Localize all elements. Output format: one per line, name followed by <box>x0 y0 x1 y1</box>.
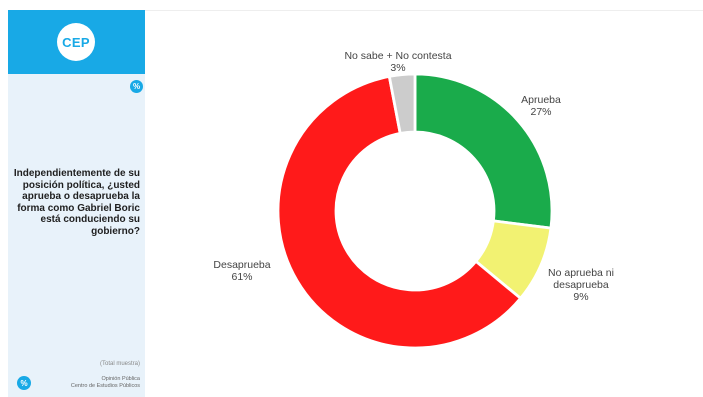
cep-logo: CEP <box>57 23 95 61</box>
donut-slice-2 <box>276 75 522 350</box>
slice-label-1: No aprueba ni desaprueba 9% <box>548 267 614 303</box>
slice-label-line: 27% <box>530 106 551 118</box>
footer-line-2: Centro de Estudios Públicos <box>70 383 140 389</box>
percent-icon-footer: % <box>17 376 31 390</box>
footer-line-1: Opinión Pública <box>101 376 140 382</box>
chart-slices <box>276 72 554 350</box>
slice-label-2: Desaprueba 61% <box>213 259 270 283</box>
sample-note: (Total muestra) <box>99 361 140 367</box>
sidebar: CEP % Independientemente de su posición … <box>8 10 145 397</box>
slice-label-line: 61% <box>231 271 252 283</box>
slice-label-0: Aprueba 27% <box>521 94 561 118</box>
donut-slice-3 <box>387 72 417 135</box>
top-divider <box>145 10 703 11</box>
slice-label-line: No aprueba ni <box>548 267 614 279</box>
percent-icon: % <box>130 80 143 93</box>
slice-label-3: No sabe + No contesta 3% <box>344 50 451 74</box>
donut-chart: Aprueba 27% No aprueba ni desaprueba 9% Desap… <box>213 50 614 350</box>
footer-source: Opinión Pública Centro de Estudios Públi… <box>40 376 140 390</box>
slice-label-line: Aprueba <box>521 94 561 106</box>
donut-slice-0 <box>413 72 554 230</box>
slice-label-line: No sabe + No contesta <box>344 50 451 62</box>
slice-label-line: Desaprueba <box>213 259 270 271</box>
logo-text: CEP <box>62 34 90 50</box>
slice-label-line: 3% <box>390 62 405 74</box>
logo-banner: CEP <box>8 10 145 74</box>
survey-question: Independientemente de su posición políti… <box>13 168 140 237</box>
slice-label-line: desaprueba <box>553 279 609 291</box>
chart-labels: Aprueba 27% No aprueba ni desaprueba 9% Desap… <box>213 50 614 303</box>
slice-label-line: 9% <box>573 291 588 303</box>
